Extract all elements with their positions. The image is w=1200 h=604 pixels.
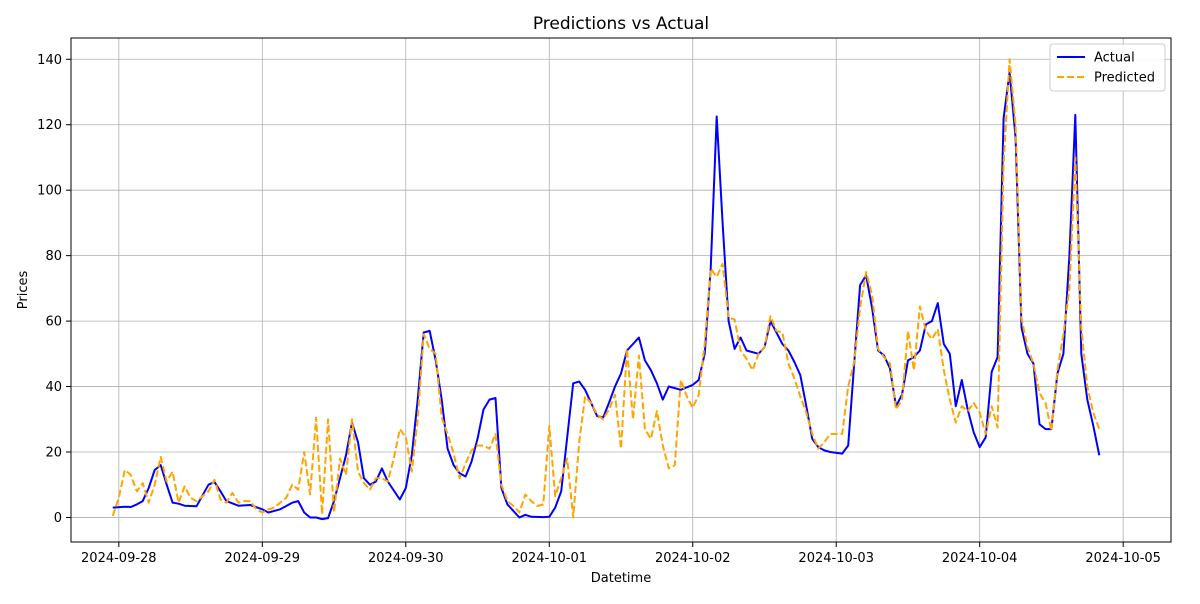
- series-line-predicted: [111, 58, 1101, 519]
- legend-box: [1049, 43, 1166, 92]
- y-axis-ticks: 0 20 40 60 80 100 120 140: [37, 53, 71, 526]
- y-tick-label: 140: [37, 53, 62, 68]
- plot-frame: [70, 37, 1172, 543]
- y-tick-label: 60: [45, 315, 62, 330]
- y-tick-label: 40: [45, 380, 62, 395]
- x-tick-label: 2024-10-01: [511, 551, 587, 566]
- series-line-actual: [112, 71, 1101, 521]
- x-tick-label: 2024-09-30: [368, 551, 444, 566]
- x-tick-label: 2024-10-05: [1085, 551, 1161, 566]
- y-tick-label: 80: [45, 249, 62, 264]
- x-tick-label: 2024-09-28: [81, 551, 157, 566]
- y-tick-label: 100: [37, 184, 62, 199]
- y-tick-label: 0: [54, 511, 62, 526]
- legend-label-predicted: Predicted: [1094, 71, 1155, 86]
- x-tick-label: 2024-10-02: [655, 551, 731, 566]
- x-axis-ticks: 2024-09-28 2024-09-29 2024-09-30 2024-10-01…: [81, 542, 1161, 566]
- x-axis-label: Datetime: [591, 571, 651, 586]
- x-tick-label: 2024-10-03: [798, 551, 874, 566]
- x-tick-label: 2024-09-29: [225, 551, 301, 566]
- y-tick-label: 20: [45, 446, 62, 461]
- legend-label-actual: Actual: [1094, 51, 1135, 66]
- grid-lines: [71, 38, 1171, 542]
- chart-title: Predictions vs Actual: [533, 14, 709, 34]
- legend: Actual Predicted: [1049, 43, 1166, 92]
- y-axis-label: Prices: [16, 271, 31, 310]
- x-tick-label: 2024-10-04: [942, 551, 1018, 566]
- y-tick-label: 120: [37, 118, 62, 133]
- series-layer: [111, 58, 1101, 521]
